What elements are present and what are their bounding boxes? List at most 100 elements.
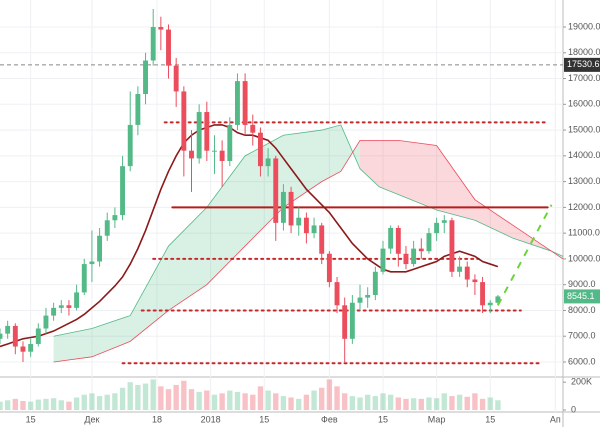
x-tick-label: 18 [152,414,162,424]
cloud-segment [206,155,246,285]
y-tick-label: 16000.0 [568,99,600,109]
volume-bar [173,384,179,410]
candle-body [181,91,187,151]
volume-bar [27,401,34,410]
y-tick-label: 11000.0 [568,228,600,238]
volume-bar [303,394,310,410]
volume-bar [242,393,248,410]
candle-body [35,328,41,344]
volume-bar [380,393,386,410]
x-tick-label: Мар [428,414,446,424]
cloud-line [53,124,564,337]
candle-body [219,150,225,161]
volume-bar [127,382,133,410]
volume-bar [43,398,49,410]
volume-bar [456,394,463,410]
candle-body [135,94,141,125]
volume-bar [257,386,264,410]
volume-bar [487,397,493,410]
cloud-segment [321,124,341,182]
y-tick-label: 15000.0 [568,124,600,134]
volume-bar [479,398,486,410]
cloud-segment [130,246,169,342]
volume-bar [387,394,394,410]
candle-body [250,124,256,133]
candle-body [0,333,3,339]
volume-bar [273,393,279,410]
candle-body [120,166,126,216]
volume-bar [250,394,256,410]
volume-bar [96,396,103,410]
x-tick-label: 2018 [201,414,221,424]
volume-bar [89,393,95,410]
candle-body [434,222,440,234]
volume-bar [66,401,72,410]
volume-bar [265,390,271,410]
marker-badge [564,57,600,72]
x-tick-label: Ап [550,414,561,424]
volume-bar [234,391,241,410]
volume-bar [4,400,11,410]
candle-body [403,253,409,265]
volume-bar [204,390,210,410]
volume-bar [334,386,340,410]
volume-bar [81,394,87,410]
x-tick-label: 15 [485,414,495,424]
candle-body [66,305,72,308]
y-tick-label: 10000.0 [568,253,600,263]
candle-body [388,227,394,249]
candle-body [5,325,11,334]
candle-body [51,307,57,316]
candle-body [43,315,49,329]
candle-body [464,266,470,280]
candle-body [143,60,148,95]
candle-body [12,325,18,347]
x-tick-label: 15 [378,414,388,424]
volume-bar [158,386,164,410]
volume-bar [342,393,348,410]
candle-body [365,294,371,298]
x-tick-label: Дек [84,414,99,424]
candle-body [418,248,424,252]
volume-bar [288,397,294,410]
candle-body [449,220,455,272]
candle-body [349,302,355,339]
y-tick-label: 7000.0 [568,331,596,341]
candle-body [303,217,309,234]
candle-body [127,124,133,167]
volume-bar [211,394,218,410]
candle-body [242,81,248,125]
candle-body [227,124,233,161]
y-tick-label: 18000.0 [568,47,600,57]
candle-body [189,150,194,159]
volume-bar [135,384,141,410]
candle-body [97,235,103,262]
volume-bar [464,396,470,410]
candle-body [235,81,240,125]
volume-bar [196,391,202,410]
volume-bar [280,396,287,410]
candle-body [20,346,26,352]
volume-bar [319,387,325,410]
y-tick-label: 6000.0 [568,356,596,366]
cloud-segment [379,140,399,195]
volume-bar [227,390,233,410]
cloud-segment [360,140,380,187]
candle-body [257,132,263,167]
cloud-segment [474,199,514,239]
volume-bar [104,394,110,410]
candle-body [196,112,202,159]
volume-bar [12,398,19,410]
marker-label: 17530.6 [567,59,600,69]
volume-bar [372,396,379,410]
candle-body [380,248,386,272]
candle-body [441,220,447,223]
candle-body [74,292,80,308]
volume-bar [433,398,440,410]
volume-bar [426,397,432,410]
candle-body [265,158,271,167]
moving-average [0,124,499,348]
candle-body [204,112,210,151]
y-tick-label: 9000.0 [568,279,596,289]
volume-tick-label: 0 [571,404,576,414]
